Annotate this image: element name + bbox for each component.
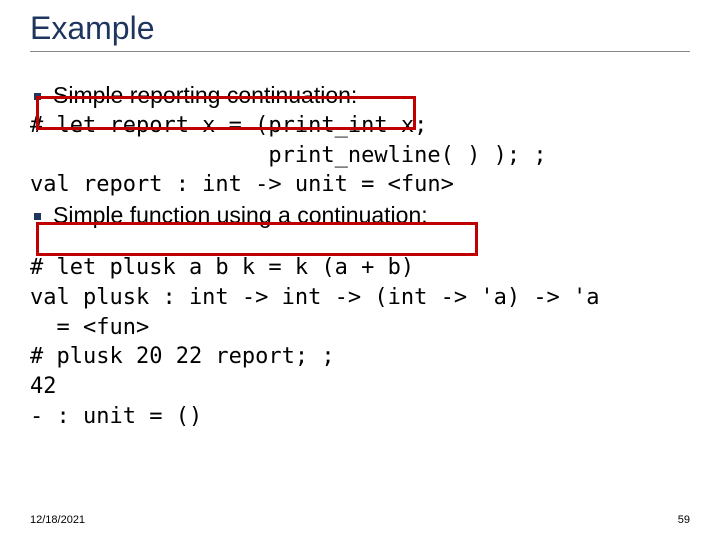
bullet-item-2: Simple function using a continuation:	[30, 200, 690, 231]
bullet-text-1: Simple reporting continuation:	[53, 80, 357, 111]
slide-title: Example	[30, 10, 690, 52]
code-line-3: val report : int -> unit = <fun>	[30, 170, 690, 200]
bullet-icon	[34, 93, 41, 100]
code-block-2: # let plusk a b k = k (a + b) val plusk …	[30, 253, 690, 431]
code-line-1: # let report x = (print_int x;	[30, 111, 690, 141]
code-line-7: # plusk 20 22 report; ;	[30, 342, 690, 372]
code-line-4: # let plusk a b k = k (a + b)	[30, 253, 690, 283]
code-line-6: = <fun>	[30, 313, 690, 343]
code-line-5: val plusk : int -> int -> (int -> 'a) ->…	[30, 283, 690, 313]
code-line-9: - : unit = ()	[30, 402, 690, 432]
bullet-icon	[34, 213, 41, 220]
footer-page-number: 59	[678, 514, 690, 526]
code-line-2: print_newline( ) ); ;	[30, 141, 690, 171]
slide-content: Simple reporting continuation: # let rep…	[30, 80, 690, 431]
code-line-8: 42	[30, 372, 690, 402]
footer-date: 12/18/2021	[30, 514, 85, 526]
bullet-item-1: Simple reporting continuation:	[30, 80, 690, 111]
bullet-text-2: Simple function using a continuation:	[53, 200, 428, 231]
slide-container: Example Simple reporting continuation: #…	[0, 0, 720, 540]
